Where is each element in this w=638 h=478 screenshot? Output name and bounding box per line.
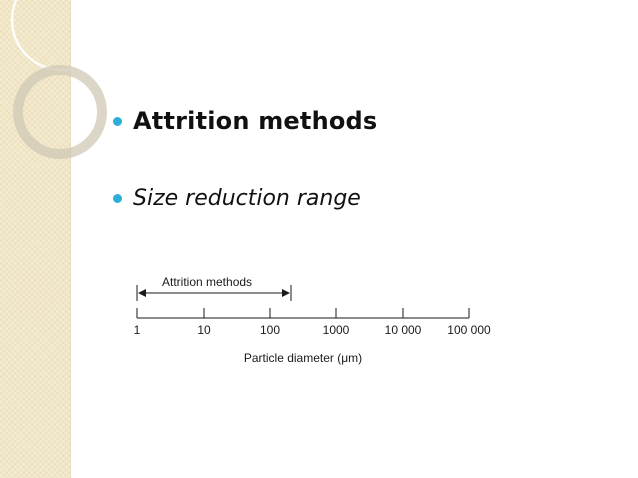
tick-label: 10 000: [385, 323, 422, 337]
bullet-dot: [113, 116, 122, 126]
bullet-text: Attrition methods: [133, 107, 378, 135]
decorative-rings: [10, 0, 114, 159]
band-edge-line: [70, 0, 71, 478]
bullet-attrition-methods: Attrition methods: [113, 107, 377, 135]
tick-label: 1: [134, 323, 141, 337]
bullet-text: Size reduction range: [133, 186, 361, 211]
tick-label: 10: [197, 323, 211, 337]
axis-label: Particle diameter (μm): [244, 351, 362, 365]
tick-label: 1000: [323, 323, 350, 337]
tick-label: 100: [260, 323, 280, 337]
size-reduction-range-diagram: Attrition methods 1 10 100 1000 10 000 1…: [134, 275, 491, 365]
tick-label: 100 000: [447, 323, 491, 337]
bullet-dot: [113, 194, 122, 203]
range-label: Attrition methods: [162, 275, 252, 289]
bullet-size-reduction-range: Size reduction range: [113, 186, 361, 211]
